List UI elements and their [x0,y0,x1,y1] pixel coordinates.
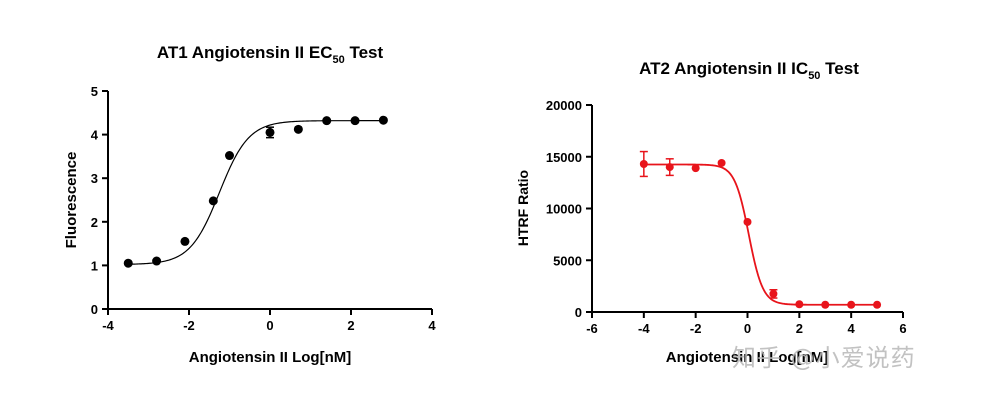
axes: -4 -2 0 2 4 0 1 2 3 4 5 [91,84,437,333]
chart-at2-ic50: AT2 Angiotensin II IC50 Test Angiotensin… [515,59,907,366]
data-point [208,196,218,206]
y-tick-label: 0 [91,302,98,317]
data-point [293,124,303,134]
x-tick-label: 4 [428,318,436,333]
data-points [123,115,388,268]
fit-curve [643,163,878,306]
x-axis-label: Angiotensin II Log[nM] [666,349,828,366]
data-point [225,151,234,161]
y-tick-label: 5 [91,84,98,99]
x-axis-label: Angiotensin II Log[nM] [189,349,351,366]
x-tick-label: -4 [638,321,650,336]
x-tick-label: -6 [586,321,598,336]
axes: -6 -4 -2 0 2 4 6 0 5000 10000 15000 20000 [546,98,907,336]
x-tick-label: 4 [848,321,856,336]
data-point [350,116,360,126]
y-tick-label: 3 [91,171,98,186]
data-point [795,300,804,309]
y-tick-label: 2 [91,215,98,230]
data-point [847,300,856,309]
x-tick-label: 6 [899,321,906,336]
data-points [639,158,882,309]
y-axis-label: Fluorescence [63,152,80,249]
fit-curve-layer [643,163,878,306]
fit-curve-layer [128,120,384,265]
x-tick-label: -4 [102,318,114,333]
data-point [691,164,700,173]
x-tick-label: 0 [266,318,273,333]
data-point [717,158,726,167]
data-point [123,258,133,268]
data-point [180,236,190,246]
y-tick-label: 4 [91,128,99,143]
data-point [378,115,388,125]
chart-title: AT1 Angiotensin II EC50 Test [157,43,384,66]
data-point [265,127,275,137]
y-tick-label: 20000 [546,98,582,113]
y-tick-label: 5000 [553,253,582,268]
y-axis-label: HTRF Ratio [515,170,531,246]
y-tick-label: 10000 [546,202,582,217]
data-point [769,289,778,298]
data-point [743,217,752,226]
data-point [639,159,648,168]
data-point [322,116,332,126]
data-point [873,300,882,309]
x-tick-label: -2 [690,321,702,336]
error-bars [639,150,778,299]
x-tick-label: -2 [183,318,195,333]
x-tick-label: 2 [347,318,354,333]
x-tick-label: 0 [744,321,751,336]
y-tick-label: 1 [91,258,98,273]
data-point [665,163,674,172]
chart-at1-ec50: AT1 Angiotensin II EC50 Test Angiotensin… [63,43,436,366]
fit-curve [128,120,384,265]
chart-title: AT2 Angiotensin II IC50 Test [639,59,859,82]
watermark-text: 知乎 @小爱说药 [732,344,916,372]
y-tick-label: 0 [575,305,582,320]
y-tick-label: 15000 [546,150,582,165]
data-point [152,256,162,266]
x-tick-label: 2 [796,321,803,336]
data-point [821,300,830,309]
